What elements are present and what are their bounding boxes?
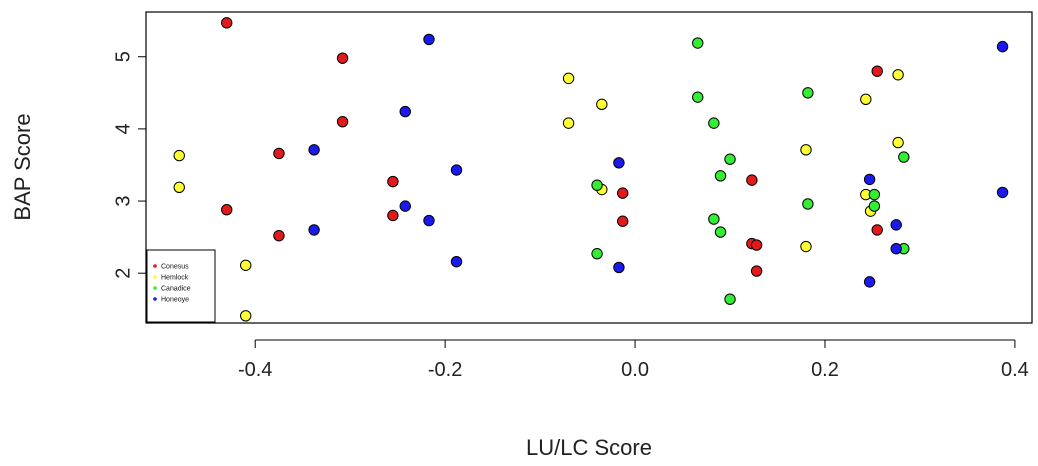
legend-entry: Honeoye <box>161 297 189 304</box>
data-point-hemlock <box>173 181 185 194</box>
data-point-conesus <box>336 115 349 128</box>
x-tick-label: 0.2 <box>811 359 839 381</box>
data-point-canadice <box>591 248 603 260</box>
data-point-conesus <box>617 187 629 199</box>
data-point-conesus <box>746 174 758 186</box>
data-point-canadice <box>708 213 720 225</box>
data-point-conesus <box>273 147 285 160</box>
data-point-honeoye <box>308 224 320 236</box>
y-axis: 2 3 4 5 <box>112 51 147 279</box>
data-point-honeoye <box>423 33 435 46</box>
data-point-canadice <box>714 170 727 182</box>
data-point-hemlock <box>860 93 872 106</box>
data-point-canadice <box>802 87 814 99</box>
y-tick-label: 3 <box>112 195 134 206</box>
data-point-conesus <box>273 229 285 242</box>
legend-entry: Conesus <box>161 264 189 271</box>
data-point-conesus <box>617 215 629 227</box>
data-point-honeoye <box>399 105 411 118</box>
legend-marker <box>153 264 157 268</box>
data-point-hemlock <box>800 240 812 253</box>
data-point-honeoye <box>450 164 463 176</box>
legend-box <box>146 249 216 323</box>
data-point-honeoye <box>996 40 1009 53</box>
x-tick-label: -0.4 <box>238 359 272 381</box>
data-point-hemlock <box>892 136 904 149</box>
data-point-honeoye <box>996 186 1009 199</box>
data-point-canadice <box>591 179 603 191</box>
data-point-canadice <box>692 37 704 49</box>
legend-marker <box>153 286 157 290</box>
data-point-hemlock <box>240 259 252 271</box>
data-point-conesus <box>387 209 399 222</box>
data-point-honeoye <box>423 214 435 227</box>
plot-frame <box>145 11 1033 324</box>
data-point-canadice <box>708 117 720 129</box>
legend-marker <box>153 275 157 279</box>
data-point-canadice <box>898 151 910 163</box>
data-point-hemlock <box>562 72 575 85</box>
data-point-canadice <box>868 200 881 212</box>
data-point-hemlock <box>800 144 812 156</box>
data-point-honeoye <box>450 255 463 268</box>
data-point-canadice <box>714 226 727 238</box>
x-tick-label: -0.2 <box>428 359 462 381</box>
data-point-conesus <box>750 265 763 277</box>
data-point-hemlock <box>892 69 904 81</box>
y-tick-label: 4 <box>112 123 134 134</box>
data-point-canadice <box>802 198 814 210</box>
data-point-honeoye <box>399 200 411 212</box>
data-point-conesus <box>221 204 233 216</box>
y-tick-label: 2 <box>112 268 134 279</box>
data-point-conesus <box>750 239 763 251</box>
y-axis-title: BAP Score <box>10 113 35 220</box>
legend-entry: Canadice <box>161 286 191 293</box>
data-point-canadice <box>868 188 881 201</box>
data-point-honeoye <box>308 144 320 156</box>
legend: Conesus Hemlock Canadice Honeoye <box>146 249 216 323</box>
data-point-conesus <box>221 17 233 29</box>
data-point-honeoye <box>613 157 625 169</box>
data-point-canadice <box>724 153 736 165</box>
data-point-honeoye <box>890 219 902 231</box>
data-point-honeoye <box>863 276 876 288</box>
x-tick-label: 0.0 <box>621 359 649 381</box>
data-point-hemlock <box>173 149 185 162</box>
legend-entry: Hemlock <box>161 275 189 282</box>
data-point-conesus <box>871 224 883 236</box>
x-tick-label: 0.4 <box>1001 359 1029 381</box>
data-point-conesus <box>387 175 399 188</box>
data-point-hemlock <box>596 98 608 111</box>
data-point-canadice <box>692 91 704 103</box>
data-point-honeoye <box>613 261 625 274</box>
data-point-hemlock <box>562 117 575 129</box>
data-point-conesus <box>336 52 349 64</box>
data-point-hemlock <box>240 310 252 322</box>
legend-marker <box>153 297 157 301</box>
data-point-honeoye <box>863 173 876 186</box>
data-point-conesus <box>871 65 883 77</box>
x-axis: -0.4 -0.2 0.0 0.2 0.4 <box>238 339 1029 381</box>
data-point-honeoye <box>890 242 902 255</box>
data-points <box>173 17 1009 322</box>
x-axis-title: LU/LC Score <box>526 435 652 460</box>
data-point-canadice <box>724 293 736 305</box>
y-tick-label: 5 <box>112 51 134 62</box>
